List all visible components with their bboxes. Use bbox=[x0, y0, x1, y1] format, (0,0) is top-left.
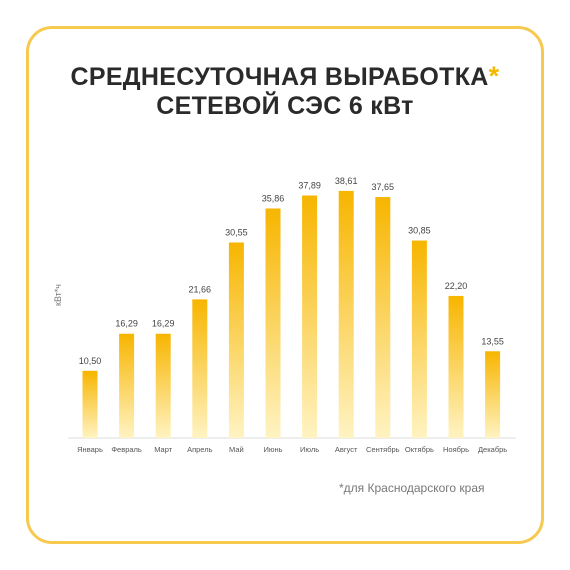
value-label: 30,85 bbox=[408, 226, 431, 236]
bar-6 bbox=[265, 208, 281, 438]
footnote: *для Краснодарского края bbox=[339, 481, 485, 495]
value-label: 37,65 bbox=[372, 182, 395, 192]
value-label: 16,29 bbox=[115, 319, 138, 329]
category-label: Апрель bbox=[187, 445, 213, 454]
bar-3 bbox=[155, 333, 171, 438]
category-label: Август bbox=[335, 445, 358, 454]
value-label: 38,61 bbox=[335, 176, 358, 186]
bar-5 bbox=[228, 242, 244, 438]
title-line-2: СЕТЕВОЙ СЭС 6 кВт bbox=[156, 92, 414, 120]
bars-group: 10,50 Январь 16,29 Февраль 16,29 Март 21,66 Апр… bbox=[77, 176, 507, 454]
category-label: Сентябрь bbox=[366, 445, 400, 454]
category-label: Май bbox=[229, 445, 244, 454]
category-label: Март bbox=[154, 445, 173, 454]
category-label: Ноябрь bbox=[443, 445, 469, 454]
value-label: 30,55 bbox=[225, 227, 248, 237]
bar-10 bbox=[411, 240, 427, 438]
title-asterisk: * bbox=[488, 61, 500, 91]
bar-8 bbox=[338, 190, 354, 438]
value-label: 21,66 bbox=[189, 284, 212, 294]
bar-12 bbox=[485, 351, 501, 438]
value-label: 16,29 bbox=[152, 319, 175, 329]
category-label: Декабрь bbox=[478, 445, 507, 454]
bar-7 bbox=[302, 195, 318, 438]
bar-1 bbox=[82, 370, 98, 438]
value-label: 13,55 bbox=[481, 336, 504, 346]
bar-2 bbox=[119, 333, 135, 438]
category-label: Октябрь bbox=[405, 445, 434, 454]
category-label: Июль bbox=[300, 445, 319, 454]
category-label: Январь bbox=[77, 445, 103, 454]
chart-title: СРЕДНЕСУТОЧНАЯ ВЫРАБОТКА* СЕТЕВОЙ СЭС 6 … bbox=[0, 62, 570, 121]
title-line-1: СРЕДНЕСУТОЧНАЯ ВЫРАБОТКА bbox=[70, 63, 489, 91]
value-label: 35,86 bbox=[262, 193, 285, 203]
category-label: Февраль bbox=[111, 445, 142, 454]
bar-4 bbox=[192, 299, 208, 438]
value-label: 10,50 bbox=[79, 356, 102, 366]
value-label: 37,89 bbox=[298, 181, 321, 191]
category-label: Июнь bbox=[263, 445, 282, 454]
value-label: 22,20 bbox=[445, 281, 468, 291]
card-frame bbox=[26, 26, 544, 544]
bar-9 bbox=[375, 197, 391, 438]
bar-11 bbox=[448, 295, 464, 438]
